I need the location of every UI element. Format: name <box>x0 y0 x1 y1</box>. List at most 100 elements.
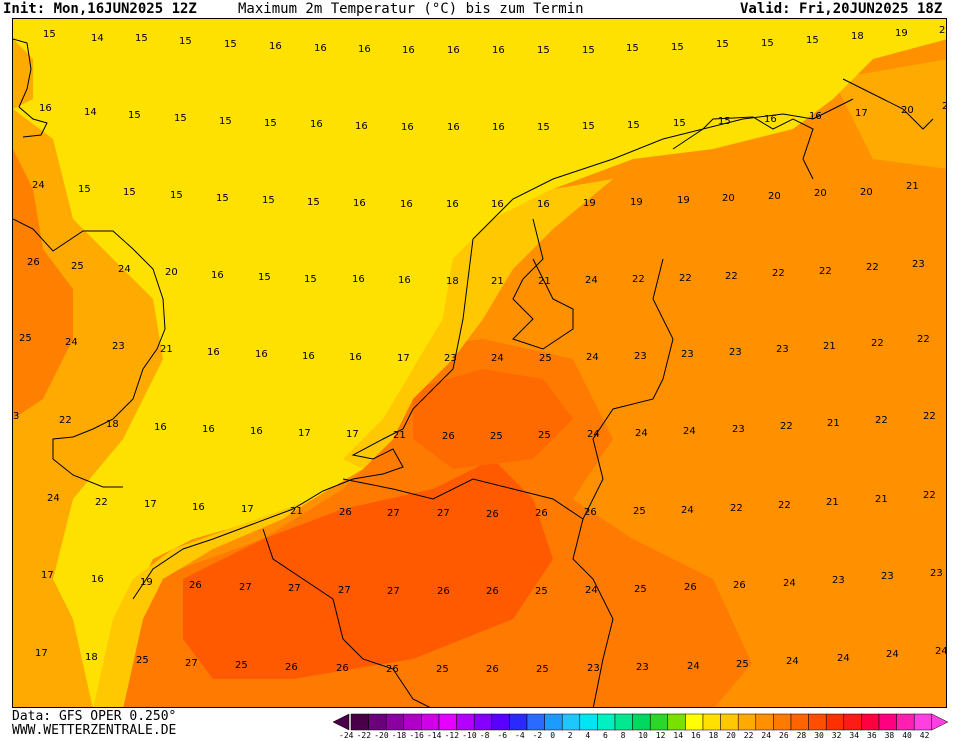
temperature-value: 25 <box>436 664 449 675</box>
temperature-map[interactable]: 15 14 15 15 15 16 16 16 16 16 16 15 15 15 15 15 15 15 18 19… <box>12 18 947 708</box>
temperature-value: 17 <box>41 570 54 581</box>
temperature-value: 24 <box>586 352 599 363</box>
temperature-value: 24 <box>587 429 600 440</box>
legend-swatch <box>491 713 510 731</box>
temperature-value: 26 <box>189 580 202 591</box>
temperature-value: 15 <box>216 193 229 204</box>
temperature-value: 17 <box>144 499 157 510</box>
temperature-value: 25 <box>538 430 551 441</box>
temp-field-17-coast <box>343 179 613 469</box>
temperature-value: 24 <box>837 653 850 664</box>
legend-swatch <box>913 713 933 731</box>
legend-tick-label: 16 <box>691 731 701 740</box>
german-coast <box>672 116 814 180</box>
temperature-value: 17 <box>35 648 48 659</box>
temperature-value: 27 <box>437 508 450 519</box>
legend-tick-label: 24 <box>761 731 772 740</box>
temperature-value: 26 <box>733 580 746 591</box>
temperature-value: 21 <box>906 181 919 192</box>
temperature-value: 16 <box>349 352 362 363</box>
legend-swatch <box>808 713 827 731</box>
temperature-value: 23 <box>681 349 694 360</box>
temperature-value: 24 <box>32 180 45 191</box>
temperature-value: 24 <box>585 275 598 286</box>
temp-field-20-north <box>833 59 946 169</box>
belgium-dutch-border <box>342 478 584 520</box>
temp-field-26 <box>413 369 573 469</box>
temperature-value: 16 <box>255 349 268 360</box>
legend-tick-label: 18 <box>708 731 719 740</box>
temperature-value: 16 <box>809 111 822 122</box>
temp-field-18-coast <box>93 499 313 707</box>
temperature-value: 16 <box>446 199 459 210</box>
temperature-value: 24 <box>65 337 78 348</box>
legend-tick-label: 26 <box>779 731 789 740</box>
temperature-value: 17 <box>241 504 254 515</box>
temperature-value: 22 <box>95 497 108 508</box>
temperature-value: 21 <box>491 276 504 287</box>
temperature-value: 26 <box>336 663 349 674</box>
temperature-value: 27 <box>288 583 301 594</box>
website-label: WWW.WETTERZENTRALE.DE <box>12 723 177 738</box>
temperature-value: 24 <box>585 585 598 596</box>
temperature-value: 23 <box>634 351 647 362</box>
danish-coast <box>842 78 934 130</box>
temperature-value: 26 <box>486 664 499 675</box>
temperature-value: 16 <box>447 45 460 56</box>
legend-swatch <box>368 713 387 731</box>
temperature-value: 16 <box>492 45 505 56</box>
temperature-value: 22 <box>923 411 936 422</box>
temperature-value: 16 <box>250 426 263 437</box>
temperature-value: 25 <box>71 261 84 272</box>
temperature-value: 26 <box>27 257 40 268</box>
temperature-value: 22 <box>917 334 930 345</box>
temperature-value: 19 <box>895 28 908 39</box>
legend-tick-label: -20 <box>374 731 389 740</box>
temperature-value: 15 <box>135 33 148 44</box>
temp-field-20-west <box>13 109 163 579</box>
temp-field-22-east <box>533 49 946 707</box>
temperature-value: 15 <box>761 38 774 49</box>
temperature-value: 17 <box>397 353 410 364</box>
temperature-value: 16 <box>400 199 413 210</box>
legend-tick-label: -16 <box>409 731 424 740</box>
temp-field-17-southwest <box>13 579 93 707</box>
temperature-value: 15 <box>806 35 819 46</box>
temperature-value: 15 <box>582 121 595 132</box>
legend-tick-label: 14 <box>673 731 684 740</box>
legend-swatch <box>438 713 457 731</box>
temperature-value: 16 <box>491 199 504 210</box>
temperature-value: 22 <box>780 421 793 432</box>
legend-tick-label: 28 <box>796 731 807 740</box>
legend-swatch <box>456 713 475 731</box>
temperature-value: 25 <box>535 586 548 597</box>
legend-swatch <box>350 713 369 731</box>
legend-tick-label: 10 <box>638 731 648 740</box>
temperature-value: 20 <box>722 193 735 204</box>
temperature-value: 16 <box>269 41 282 52</box>
legend-tick-label: 30 <box>814 731 824 740</box>
temperature-value: 27 <box>239 582 252 593</box>
legend-tick-label: 4 <box>585 731 591 740</box>
legend-swatch <box>403 713 422 731</box>
temperature-value: 24 <box>935 646 947 657</box>
temperature-value: 17 <box>346 429 359 440</box>
temperature-value: 15 <box>224 39 237 50</box>
uk-east-coast-north <box>13 38 48 138</box>
temperature-value: 15 <box>43 29 56 40</box>
temperature-value: 16 <box>401 122 414 133</box>
temperature-value: 15 <box>262 195 275 206</box>
legend-tick-label: 42 <box>919 731 930 740</box>
temperature-value: 3 <box>13 411 19 422</box>
legend-tick-label: 36 <box>867 731 877 740</box>
temperature-value: 20 <box>768 191 781 202</box>
temperature-value: 16 <box>492 122 505 133</box>
legend-tick-label: -2 <box>532 731 543 740</box>
legend-swatch <box>825 713 845 731</box>
legend-tick-label: 6 <box>603 731 608 740</box>
temperature-value: 25 <box>235 660 248 671</box>
temperature-value: 25 <box>633 506 646 517</box>
temperature-value: 16 <box>353 198 366 209</box>
legend-swatch <box>526 713 545 731</box>
temperature-value: 26 <box>442 431 455 442</box>
